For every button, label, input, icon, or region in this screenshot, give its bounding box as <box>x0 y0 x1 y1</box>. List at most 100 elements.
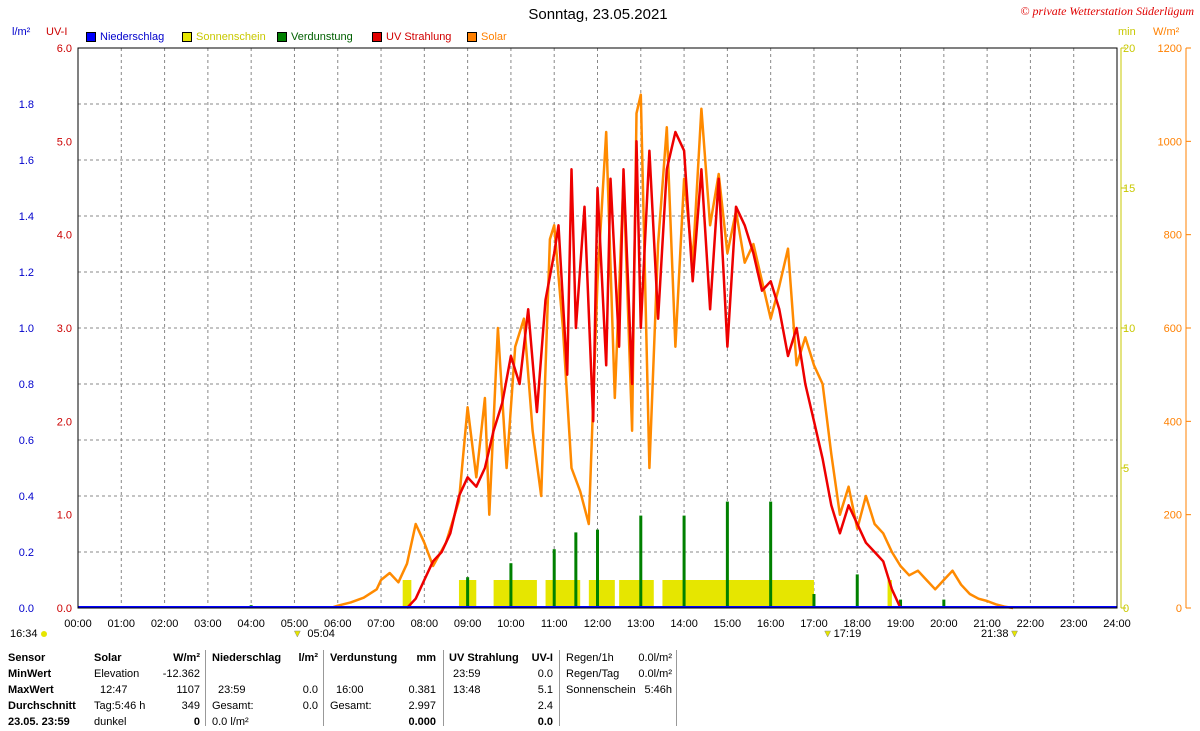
evaporation-bar <box>725 501 729 608</box>
legend-uv: UV Strahlung <box>372 31 451 43</box>
evaporation-bar <box>899 599 903 608</box>
x-tick-label: 20:00 <box>930 618 958 630</box>
stats-extra-r1a: Regen/Tag <box>566 668 620 680</box>
rain-tick-label: 0.2 <box>19 547 34 559</box>
x-tick-label: 10:00 <box>497 618 525 630</box>
solar-tick-label: 0 <box>1176 603 1182 615</box>
x-tick-label: 13:00 <box>627 618 655 630</box>
x-tick-label: 09:00 <box>454 618 482 630</box>
stats-uv-r3b: 2.4 <box>537 700 553 712</box>
stats-rain-unit: l/m² <box>298 652 318 664</box>
stats-separator <box>676 650 677 726</box>
sunshine-tick-label: 0 <box>1123 603 1129 615</box>
stats-rain: Niederschlag l/m² 23:59 0.0 Gesamt: 0.0 0.0… <box>212 648 318 728</box>
evaporation-bar <box>812 594 816 608</box>
evaporation-bar <box>769 501 773 608</box>
uv-tick-label: 4.0 <box>57 230 72 242</box>
sunshine-tick-label: 15 <box>1123 183 1135 195</box>
stats-extra-r0b: 0.0l/m² <box>638 652 672 664</box>
stats-uv: UV Strahlung UV-I 23:59 0.0 13:48 5.1 2.4 0… <box>449 648 553 728</box>
stats-solar-r4b: 0 <box>193 716 200 728</box>
sunrise-marker <box>293 630 301 638</box>
stats-separator <box>559 650 560 726</box>
chart-axes <box>77 47 1191 609</box>
sun-icon <box>41 631 47 637</box>
legend-swatch-rain <box>86 32 96 42</box>
uv-tick-label: 1.0 <box>57 510 72 522</box>
axis-unit-solar: W/m² <box>1153 26 1180 38</box>
x-tick-label: 07:00 <box>367 618 395 630</box>
stats-solar-r1b: -12.362 <box>162 668 200 680</box>
stats-solar-r2b: 1107 <box>176 684 200 696</box>
legend-evap: Verdunstung <box>277 31 353 43</box>
solar-tick-label: 600 <box>1164 323 1182 335</box>
evaporation-bar <box>596 529 599 608</box>
stats-evap-r2a: 16:00 <box>336 684 364 696</box>
sunshine-series <box>402 580 892 608</box>
x-tick-label: 04:00 <box>237 618 265 630</box>
stats-evap-r2b: 0.381 <box>408 684 436 696</box>
stats-rain-r2b: 0.0 <box>302 684 318 696</box>
solar-tick-label: 1000 <box>1158 136 1182 148</box>
legend-label-rain: Niederschlag <box>100 31 165 43</box>
x-tick-label: 11:00 <box>541 618 568 630</box>
legend-label-solar: Solar <box>481 31 507 43</box>
solar-tick-label: 400 <box>1164 416 1182 428</box>
rain-tick-label: 0.4 <box>19 491 34 503</box>
sunset-label: 21:38 <box>981 628 1009 640</box>
stats-evap-header: Verdunstung <box>330 652 398 664</box>
stats-extra-r0a: Regen/1h <box>566 652 614 664</box>
axis-unit-sunshine: min <box>1118 26 1136 38</box>
stats-uv-r4b: 0.0 <box>537 716 553 728</box>
x-tick-label: 19:00 <box>887 618 915 630</box>
legend-label-uv: UV Strahlung <box>386 31 452 43</box>
sun-events: 05:04 21:38 17:19 16:34 <box>10 628 1018 640</box>
x-tick-label: 22:00 <box>1017 618 1045 630</box>
stats-rain-r3a: Gesamt: <box>212 700 254 712</box>
legend-sunshine: Sonnenschein <box>182 31 266 43</box>
evaporation-bar <box>639 515 643 608</box>
x-tick-label: 18:00 <box>843 618 871 630</box>
stats-panel: Sensor MinWert MaxWert Durchschnitt 23.0… <box>0 648 1200 728</box>
sunshine-tick-label: 5 <box>1123 463 1129 475</box>
stats-sensor-label: Sensor <box>8 652 46 664</box>
x-tick-label: 16:00 <box>757 618 785 630</box>
sunrise-label: 05:04 <box>307 628 335 640</box>
evaporation-bar <box>942 599 946 608</box>
solar-noon-marker <box>824 630 832 638</box>
evaporation-bar <box>466 577 470 608</box>
stats-separator <box>205 650 206 726</box>
stats-max-label: MaxWert <box>8 684 54 696</box>
stats-solar-header: Solar <box>94 652 122 664</box>
rain-tick-label: 0.8 <box>19 379 34 391</box>
x-tick-label: 17:00 <box>800 618 828 630</box>
stats-rain-r2a: 23:59 <box>218 684 246 696</box>
evaporation-bar <box>552 549 556 608</box>
stats-solar-r4a: dunkel <box>94 716 127 728</box>
rain-tick-label: 1.0 <box>19 323 34 335</box>
solar-tick-label: 200 <box>1164 510 1182 522</box>
stats-labels: Sensor MinWert MaxWert Durchschnitt 23.0… <box>8 648 88 728</box>
x-tick-label: 01:00 <box>108 618 136 630</box>
solar-tick-label: 800 <box>1164 230 1182 242</box>
plot-frame <box>77 47 1118 609</box>
stats-separator <box>443 650 444 726</box>
day-length-label: 16:34 <box>10 628 38 640</box>
uv-line <box>406 130 902 609</box>
rain-tick-label: 1.6 <box>19 155 34 167</box>
stats-evap-r4b: 0.000 <box>408 716 436 728</box>
x-tick-label: 21:00 <box>973 618 1001 630</box>
stats-extra-r1b: 0.0l/m² <box>638 668 672 680</box>
evaporation-bar <box>855 574 859 608</box>
stats-rain-r4a: 0.0 l/m² <box>212 716 249 728</box>
sunshine-block <box>662 580 814 608</box>
sunshine-block <box>619 580 654 608</box>
sunshine-block <box>493 580 537 608</box>
stats-solar-r2a: 12:47 <box>100 684 128 696</box>
sunshine-block <box>887 580 892 608</box>
uv-tick-label: 6.0 <box>57 43 72 55</box>
legend-swatch-sunshine <box>182 32 192 42</box>
uv-tick-label: 5.0 <box>57 136 72 148</box>
uv-tick-label: 2.0 <box>57 416 72 428</box>
stats-separator <box>323 650 324 726</box>
